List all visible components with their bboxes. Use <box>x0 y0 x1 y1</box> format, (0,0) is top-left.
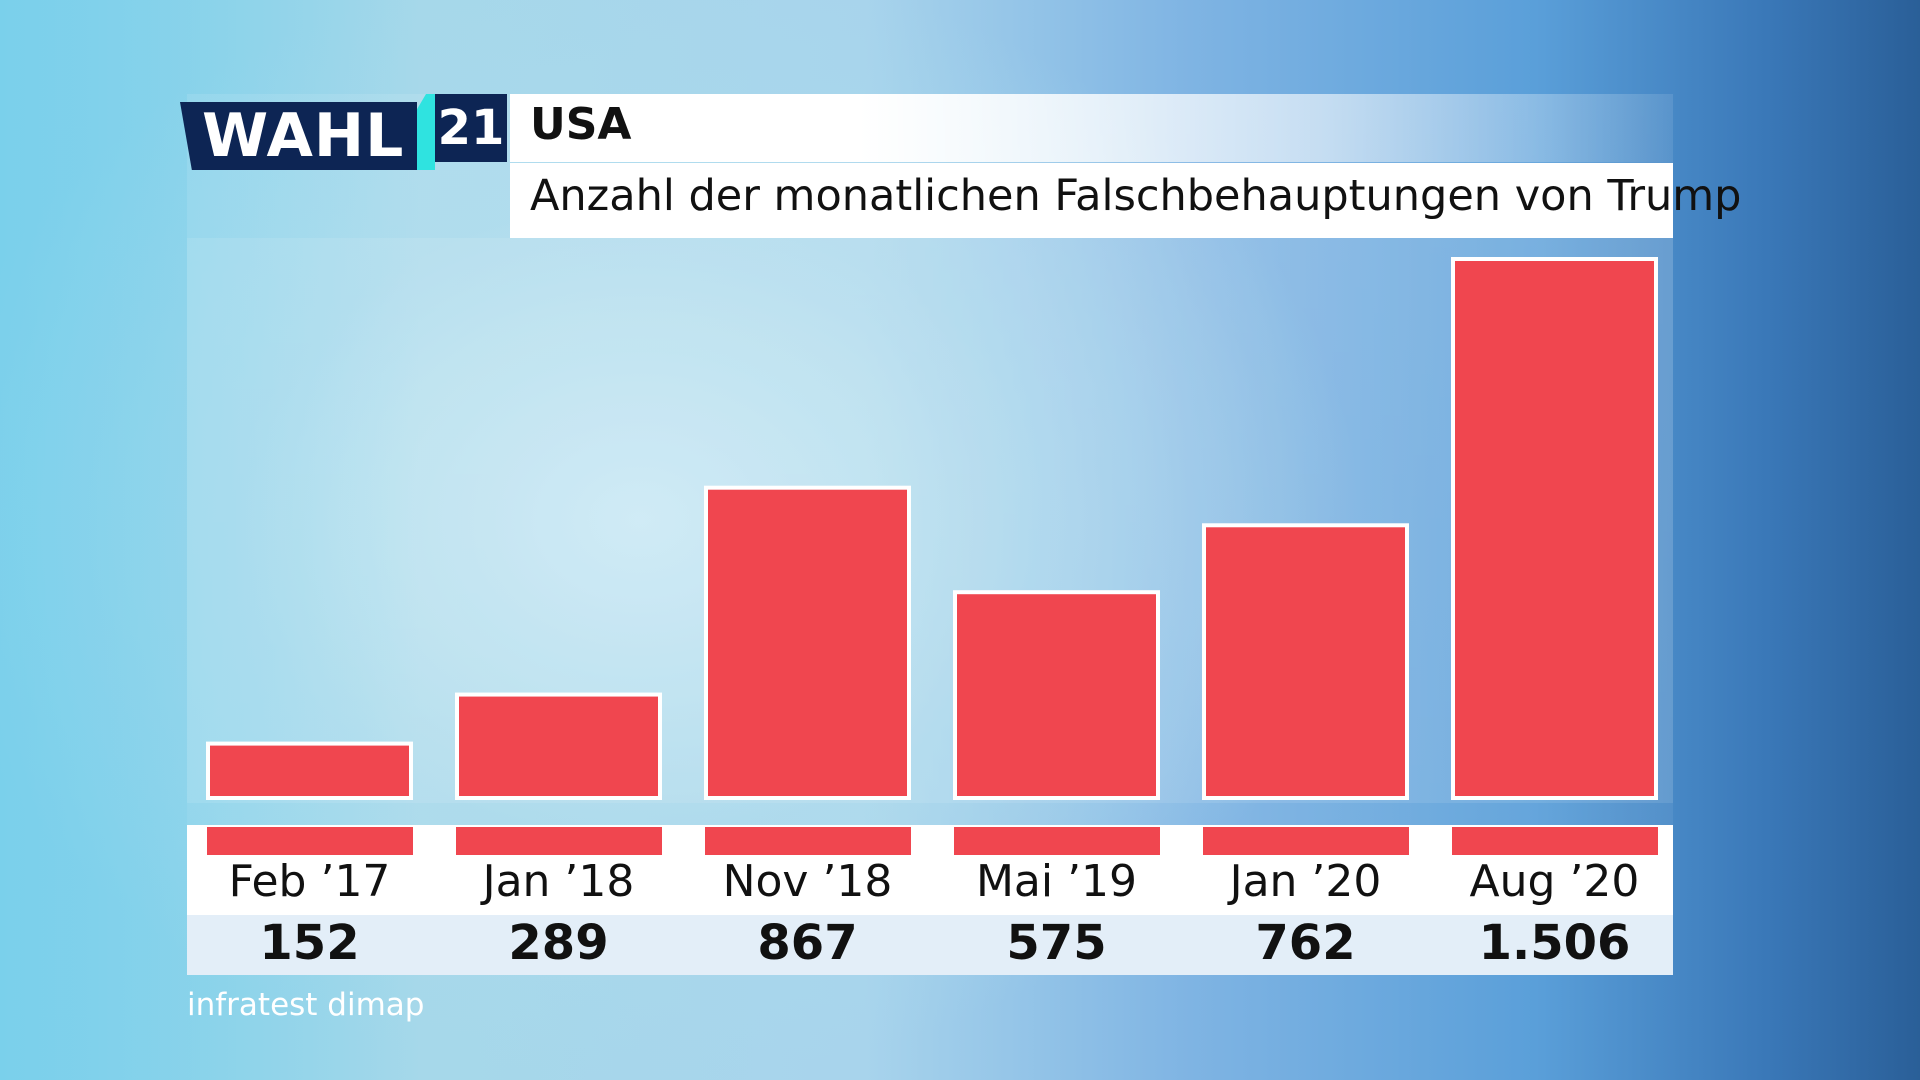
value-label: 867 <box>757 915 858 971</box>
chart-subtitle: Anzahl der monatlichen Falschbehauptunge… <box>530 171 1742 221</box>
category-label: Aug ’20 <box>1469 856 1640 907</box>
value-label: 1.506 <box>1478 915 1631 971</box>
value-label: 289 <box>508 915 609 971</box>
category-label: Feb ’17 <box>228 856 391 907</box>
category-color-strip <box>1451 827 1658 855</box>
bar-2 <box>704 485 911 800</box>
category-label: Jan ’20 <box>1229 856 1382 907</box>
category-color-strip <box>455 827 662 855</box>
bar-5 <box>1451 257 1658 800</box>
source-label: infratest dimap <box>187 987 425 1023</box>
plot-area <box>187 238 1673 803</box>
value-row <box>187 915 1673 975</box>
category-label: Jan ’18 <box>482 856 635 907</box>
bar-1 <box>455 692 662 801</box>
bar-4 <box>1202 523 1409 800</box>
category-color-strip <box>953 827 1160 855</box>
category-color-strip <box>206 827 413 855</box>
bar-0 <box>206 741 413 800</box>
category-label: Mai ’19 <box>975 856 1138 907</box>
wahl-logo: WAHL <box>180 102 417 170</box>
chart-title: USA <box>530 99 632 150</box>
value-label: 762 <box>1255 915 1356 971</box>
value-label: 575 <box>1006 915 1107 971</box>
category-axis-row <box>187 825 1673 915</box>
wahl-logo-text: WAHL <box>202 101 405 171</box>
bar-3 <box>953 590 1160 800</box>
value-label: 152 <box>259 915 360 971</box>
title-bar <box>510 94 1673 162</box>
category-color-strip <box>1202 827 1409 855</box>
category-label: Nov ’18 <box>722 856 893 907</box>
logo-accent-stripe <box>417 94 435 170</box>
subtitle-bar <box>510 163 1673 238</box>
wahl-logo-number: 21 <box>435 94 507 162</box>
category-color-strip <box>704 827 911 855</box>
